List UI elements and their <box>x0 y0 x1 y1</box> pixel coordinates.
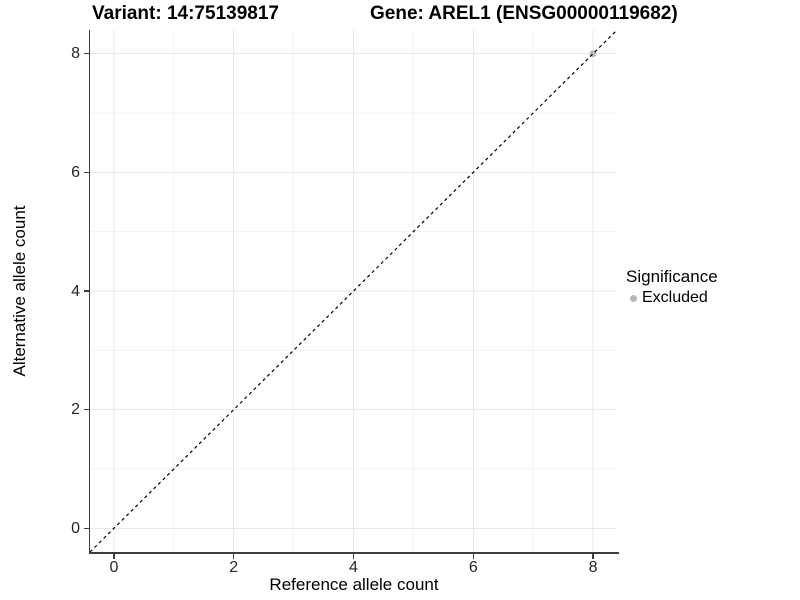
x-tick-label: 2 <box>229 559 239 576</box>
x-tick-mark <box>232 553 235 559</box>
variant-title: Variant: 14:75139817 <box>92 3 279 24</box>
y-tick-label: 4 <box>71 282 80 300</box>
y-tick-mark <box>84 52 89 55</box>
x-tick-mark <box>472 553 475 559</box>
y-tick-mark <box>84 408 89 411</box>
y-axis-title: Alternative allele count <box>10 205 29 377</box>
x-axis-title: Reference allele count <box>269 575 439 594</box>
x-tick-mark <box>113 553 115 559</box>
legend-point-icon <box>630 294 637 302</box>
x-tick-label: 8 <box>588 559 598 576</box>
plot-panel <box>90 30 617 552</box>
y-tick-label: 2 <box>71 401 80 419</box>
legend-title: Significance <box>626 267 718 286</box>
legend-item: Excluded <box>626 288 718 308</box>
x-tick-mark <box>352 553 355 559</box>
legend-item-label: Excluded <box>642 289 708 306</box>
legend: Significance Excluded <box>626 266 718 308</box>
y-tick-label: 6 <box>71 163 80 181</box>
y-tick-mark <box>84 171 89 174</box>
y-axis-line <box>88 30 90 554</box>
y-tick-label: 0 <box>71 519 80 537</box>
x-axis-line <box>88 552 619 554</box>
identity-line <box>90 30 617 552</box>
x-tick-label: 0 <box>109 559 119 576</box>
y-tick-mark <box>84 290 89 292</box>
y-tick-mark <box>84 527 89 530</box>
x-tick-label: 4 <box>349 559 358 576</box>
x-tick-label: 6 <box>468 559 478 576</box>
y-tick-label: 8 <box>71 45 80 63</box>
x-tick-mark <box>592 553 594 559</box>
gene-title: Gene: AREL1 (ENSG00000119682) <box>370 3 678 24</box>
